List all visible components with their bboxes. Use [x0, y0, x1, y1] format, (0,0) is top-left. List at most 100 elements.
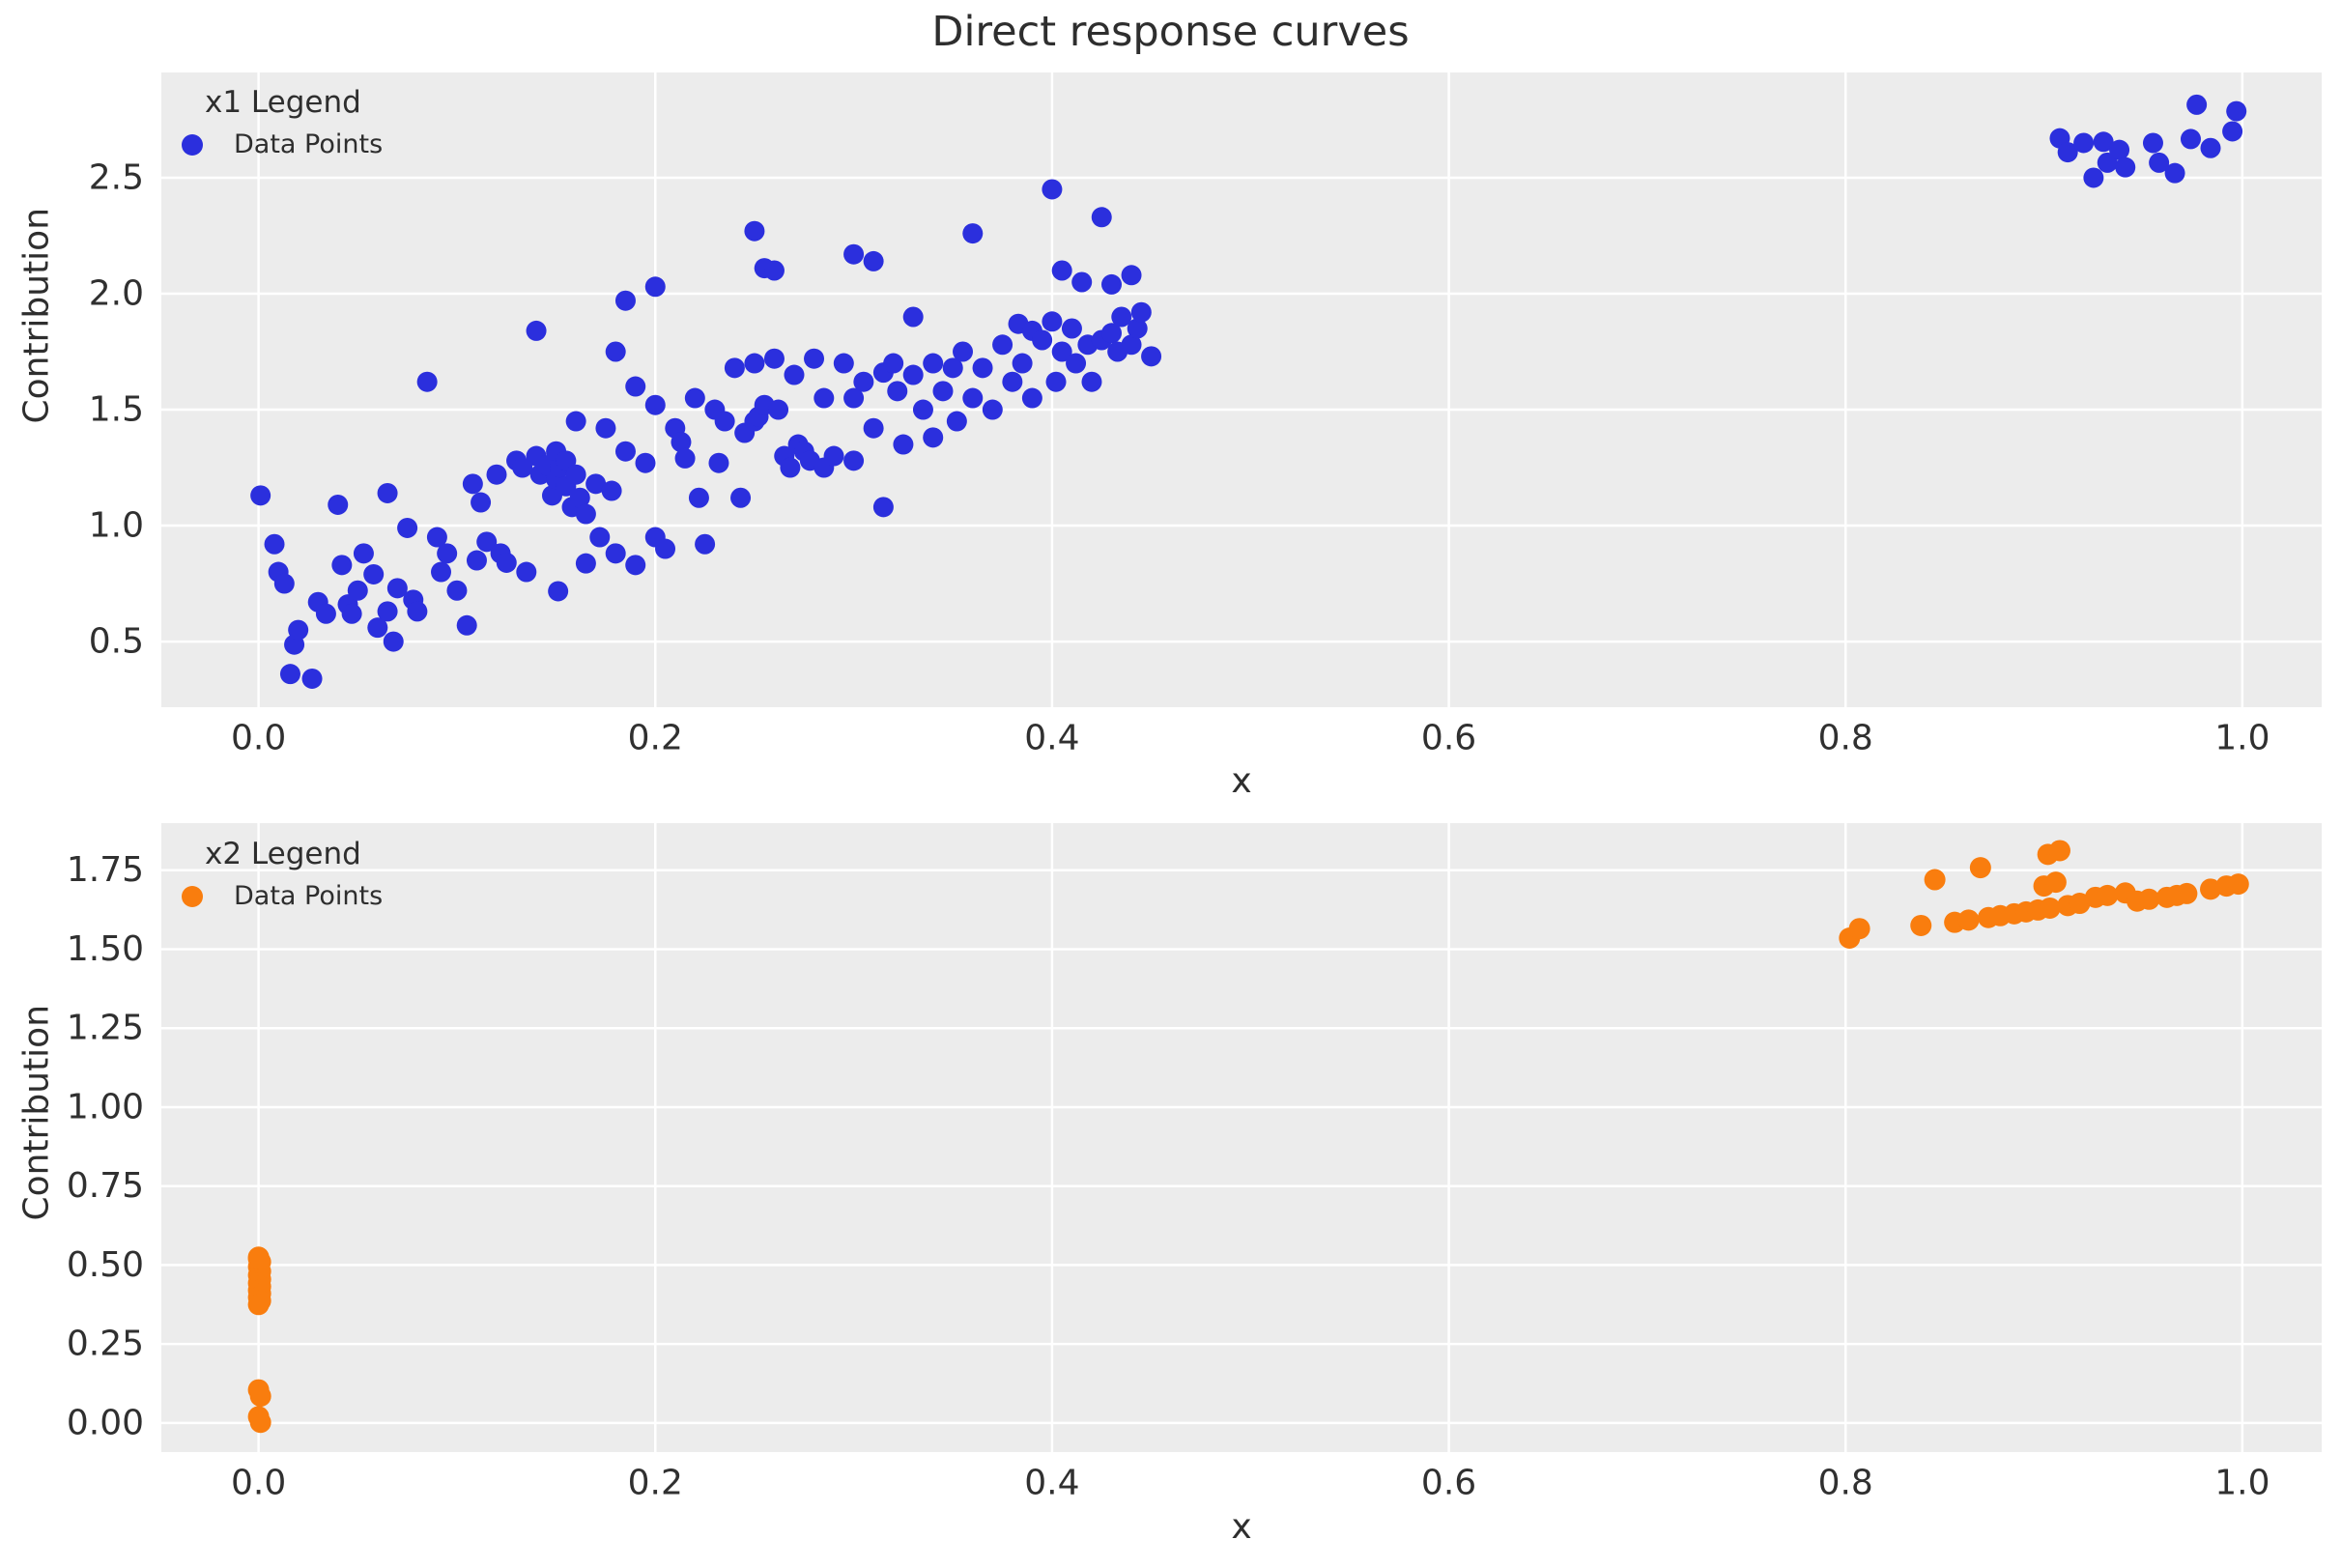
data-point — [923, 427, 944, 448]
data-point — [377, 601, 398, 622]
data-point — [466, 550, 487, 571]
data-point — [496, 552, 517, 573]
data-point — [2149, 152, 2170, 173]
data-point — [744, 220, 765, 242]
data-point — [932, 381, 954, 402]
x-tick-label: 0.2 — [628, 719, 683, 758]
data-point — [887, 381, 908, 402]
data-point — [780, 457, 801, 478]
x-tick-label: 0.4 — [1024, 719, 1079, 758]
bottom-legend: x2 Legend Data Points — [182, 837, 383, 911]
data-point — [872, 497, 894, 518]
data-point — [548, 581, 569, 602]
data-point — [288, 619, 309, 641]
data-point — [843, 243, 865, 265]
data-point — [575, 553, 596, 574]
data-point — [2057, 142, 2078, 163]
data-point — [763, 260, 785, 281]
y-tick-label: 0.25 — [67, 1325, 144, 1364]
x-tick-label: 0.8 — [1818, 1464, 1873, 1503]
data-point — [833, 353, 854, 374]
data-point — [407, 601, 428, 622]
data-point — [456, 614, 477, 636]
data-point — [1121, 265, 1142, 286]
data-point — [1101, 323, 1123, 344]
data-point — [486, 464, 507, 485]
data-point — [476, 531, 498, 553]
data-point — [992, 334, 1013, 356]
figure-title: Direct response curves — [931, 8, 1410, 56]
data-point — [2109, 139, 2130, 160]
data-point — [625, 376, 646, 397]
data-point — [565, 411, 586, 432]
data-point — [1061, 318, 1082, 339]
data-point — [397, 517, 418, 538]
data-point — [471, 492, 492, 513]
data-point — [982, 399, 1003, 420]
data-point — [1021, 387, 1042, 409]
data-point — [902, 364, 924, 385]
data-point — [301, 668, 323, 689]
data-point — [2073, 132, 2095, 154]
data-point — [1969, 857, 1991, 879]
data-point — [383, 631, 404, 652]
data-point — [1032, 329, 1053, 351]
data-point — [684, 387, 705, 409]
data-point — [1081, 371, 1102, 392]
data-point — [516, 561, 537, 583]
data-point — [1141, 346, 1162, 367]
data-point — [614, 441, 636, 462]
data-point — [595, 417, 616, 439]
data-point — [2164, 162, 2185, 184]
data-point — [1127, 318, 1148, 339]
data-point — [437, 543, 458, 564]
data-point — [1002, 371, 1023, 392]
y-tick-label: 2.5 — [89, 157, 144, 197]
data-point — [341, 603, 362, 624]
data-point — [1091, 207, 1112, 228]
y-tick-label: 1.0 — [89, 506, 144, 546]
data-point — [249, 1385, 271, 1408]
data-point — [426, 527, 447, 548]
data-point — [377, 482, 398, 503]
data-point — [526, 320, 547, 341]
data-point — [565, 464, 586, 485]
scatter-marker-icon — [182, 133, 203, 156]
data-point — [347, 580, 368, 601]
legend-item-label: Data Points — [234, 881, 384, 911]
x-tick-label: 0.6 — [1421, 719, 1476, 758]
legend-item: Data Points — [182, 881, 383, 911]
data-point — [2138, 888, 2160, 910]
data-point — [883, 353, 904, 374]
data-point — [247, 1247, 270, 1269]
bottom-xaxis-label: x — [1231, 1507, 1252, 1547]
data-point — [1957, 909, 1980, 931]
data-point — [674, 447, 696, 469]
legend-title: x1 Legend — [205, 85, 361, 120]
data-point — [843, 387, 865, 409]
data-point — [912, 399, 933, 420]
x-tick-label: 0.4 — [1024, 1464, 1079, 1503]
data-point — [462, 473, 483, 495]
data-point — [1042, 311, 1063, 332]
data-point — [784, 364, 805, 385]
legend-item-label: Data Points — [234, 129, 384, 159]
data-point — [953, 341, 974, 362]
data-point — [923, 353, 944, 374]
data-point — [893, 434, 914, 455]
data-point — [863, 417, 884, 439]
data-point — [2083, 167, 2104, 188]
data-point — [569, 487, 590, 508]
data-point — [962, 387, 984, 409]
data-point — [605, 543, 626, 564]
legend-title: x2 Legend — [205, 837, 361, 871]
data-point — [1111, 306, 1132, 328]
data-point — [804, 348, 825, 369]
top-xaxis-label: x — [1231, 761, 1252, 801]
legend-item: Data Points — [182, 129, 383, 159]
data-point — [671, 432, 692, 453]
data-point — [2048, 840, 2070, 862]
x-tick-label: 0.0 — [231, 1464, 286, 1503]
y-tick-label: 0.00 — [67, 1403, 144, 1442]
data-point — [328, 494, 349, 515]
